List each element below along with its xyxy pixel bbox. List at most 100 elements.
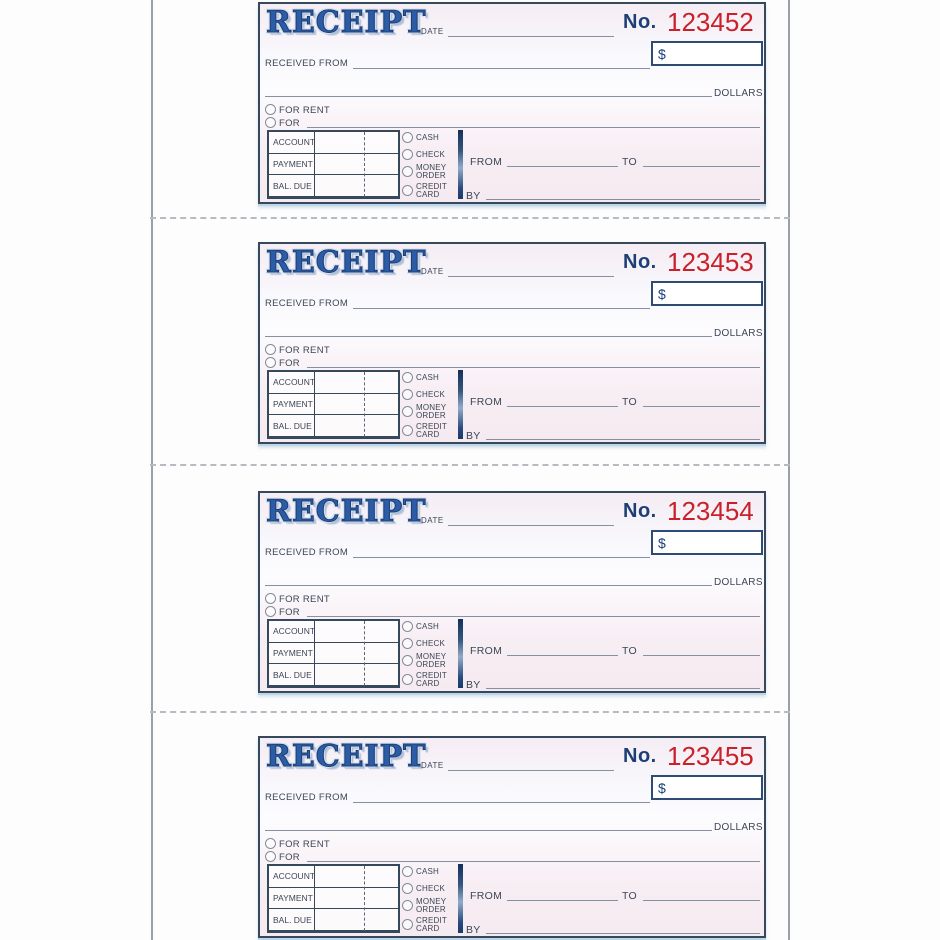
for-rent-label: FOR RENT <box>279 105 330 116</box>
table-row-payment: PAYMENT <box>269 887 398 910</box>
cash-label: CASH <box>416 866 440 876</box>
date-line <box>448 276 614 277</box>
date-line <box>448 770 614 771</box>
receipt-form: RECEIPT DATE No. 123453 $ RECEIVED FROM … <box>258 242 766 444</box>
payment-option-money-order: MONEY ORDER <box>402 403 464 419</box>
from-line <box>507 900 618 901</box>
page-edge-line-left <box>151 0 153 940</box>
account-label: ACCOUNT <box>269 621 315 642</box>
to-label: TO <box>622 156 637 168</box>
money-order-label: MONEY ORDER <box>416 652 447 669</box>
bal-due-label: BAL. DUE <box>269 664 315 686</box>
money-order-radio-icon <box>402 900 413 912</box>
for-rent-radio-icon <box>265 104 276 115</box>
to-line <box>643 406 760 407</box>
payment-label: PAYMENT <box>269 153 315 175</box>
date-line <box>448 525 614 526</box>
table-row-payment: PAYMENT <box>269 642 398 665</box>
perforation-line <box>150 711 790 713</box>
check-radio-icon <box>402 149 413 160</box>
dollars-label: DOLLARS <box>714 328 763 339</box>
money-order-radio-icon <box>402 166 413 178</box>
table-row-payment: PAYMENT <box>269 393 398 416</box>
receipt-number: 123454 <box>667 496 754 526</box>
to-line <box>643 900 760 901</box>
divider-bar <box>458 619 463 688</box>
amount-box: $ <box>651 775 763 800</box>
account-table: ACCOUNT PAYMENT BAL. DUE <box>267 130 400 199</box>
date-label: DATE <box>421 267 444 276</box>
by-label: BY <box>466 679 481 691</box>
for-line <box>307 861 760 862</box>
received-from-label: RECEIVED FROM <box>265 58 349 69</box>
check-label: CHECK <box>416 149 446 159</box>
cents-divider-dashed-line <box>364 866 365 931</box>
amount-box: $ <box>651 41 763 66</box>
by-label: BY <box>466 924 481 936</box>
for-label: FOR <box>279 358 300 369</box>
divider-bar <box>458 130 463 199</box>
receipt-form: RECEIPT DATE No. 123452 $ RECEIVED FROM … <box>258 2 766 204</box>
bal-due-label: BAL. DUE <box>269 909 315 931</box>
account-table: ACCOUNT PAYMENT BAL. DUE <box>267 370 400 439</box>
receipt-no-label: No. <box>623 11 657 33</box>
by-label: BY <box>466 190 481 202</box>
payment-option-money-order: MONEY ORDER <box>402 897 464 914</box>
receipt-number: 123452 <box>667 7 754 37</box>
cash-radio-icon <box>402 621 413 632</box>
perforation-line <box>150 464 790 466</box>
payment-option-cash: CASH <box>402 132 464 143</box>
payment-option-check: CHECK <box>402 883 464 894</box>
for-radio-icon <box>265 117 276 128</box>
by-line <box>486 199 760 200</box>
payment-option-money-order: MONEY ORDER <box>402 652 464 669</box>
for-rent-radio-icon <box>265 593 276 604</box>
payment-option-cash: CASH <box>402 866 464 877</box>
table-row-account: ACCOUNT <box>269 621 398 643</box>
received-from-label: RECEIVED FROM <box>265 792 349 803</box>
account-label: ACCOUNT <box>269 372 315 393</box>
table-row-bal-due: BAL. DUE <box>269 664 398 687</box>
for-rent-radio-icon <box>265 838 276 849</box>
by-line <box>486 688 760 689</box>
receipt-number: 123455 <box>667 741 754 771</box>
check-radio-icon <box>402 389 413 400</box>
money-order-label: MONEY ORDER <box>416 897 447 914</box>
cents-divider-dashed-line <box>364 132 365 197</box>
payment-option-money-order: MONEY ORDER <box>402 163 464 179</box>
cash-radio-icon <box>402 372 413 383</box>
receipt-title: RECEIPT <box>265 245 427 281</box>
account-label: ACCOUNT <box>269 132 315 153</box>
for-rent-label: FOR RENT <box>279 594 330 605</box>
account-table: ACCOUNT PAYMENT BAL. DUE <box>267 864 400 933</box>
payment-option-credit-card: CREDIT CARD <box>402 916 464 933</box>
amount-box: $ <box>651 530 763 555</box>
credit-card-label: CREDIT CARD <box>416 916 447 933</box>
for-rent-label: FOR RENT <box>279 839 330 850</box>
cash-label: CASH <box>416 132 440 142</box>
for-rent-label: FOR RENT <box>279 345 330 356</box>
dollar-sign: $ <box>658 46 666 62</box>
date-label: DATE <box>421 516 444 525</box>
to-label: TO <box>622 890 637 902</box>
payment-label: PAYMENT <box>269 642 315 664</box>
dollar-sign: $ <box>658 286 666 302</box>
to-label: TO <box>622 645 637 657</box>
date-line <box>448 36 614 37</box>
table-row-payment: PAYMENT <box>269 153 398 176</box>
from-label: FROM <box>470 156 503 168</box>
from-label: FROM <box>470 890 503 902</box>
dollars-label: DOLLARS <box>714 822 763 833</box>
credit-card-label: CREDIT CARD <box>416 422 447 439</box>
for-radio-icon <box>265 357 276 368</box>
to-line <box>643 655 760 656</box>
for-label: FOR <box>279 118 300 129</box>
receipt-no-label: No. <box>623 500 657 522</box>
cash-radio-icon <box>402 132 413 143</box>
by-line <box>486 439 760 440</box>
account-label: ACCOUNT <box>269 866 315 887</box>
received-from-label: RECEIVED FROM <box>265 298 349 309</box>
receipt-title: RECEIPT <box>265 494 427 530</box>
for-line <box>307 616 760 617</box>
